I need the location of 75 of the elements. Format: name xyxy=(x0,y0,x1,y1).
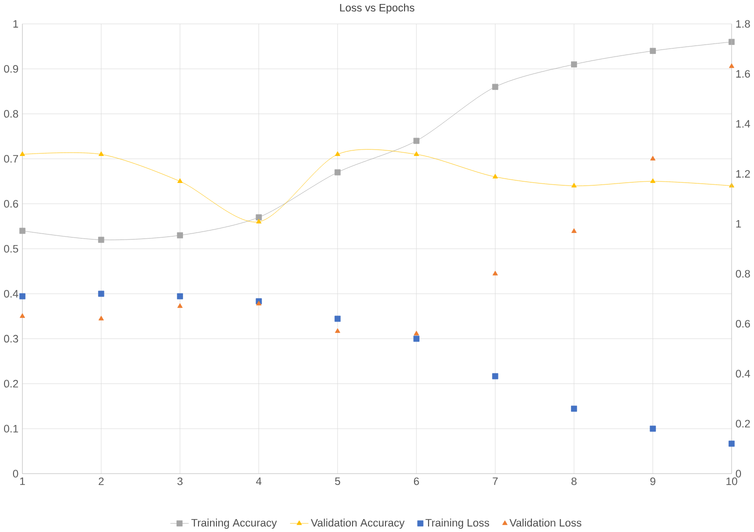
point xyxy=(650,178,656,183)
legend-label: Validation Accuracy xyxy=(310,518,405,529)
y2-tick-label: 1 xyxy=(736,220,741,228)
chart-title: Loss vs Epochs xyxy=(340,3,414,14)
y-tick-label: 0.8 xyxy=(4,110,18,118)
y2-tick-label: 0.4 xyxy=(736,370,750,378)
point xyxy=(256,218,262,224)
point xyxy=(571,182,577,188)
point xyxy=(492,84,498,90)
y2-tick-label: 1.2 xyxy=(736,170,750,178)
y-tick-label: 0.2 xyxy=(4,380,18,388)
point xyxy=(414,151,420,156)
point xyxy=(20,313,26,318)
point xyxy=(176,293,184,300)
point xyxy=(98,290,104,297)
y-tick-label: 0.3 xyxy=(4,334,18,342)
legend-label: Training Accuracy xyxy=(191,518,277,529)
point xyxy=(19,293,26,300)
point xyxy=(177,178,183,183)
point xyxy=(492,174,498,178)
point xyxy=(492,270,498,276)
x-tick-label: 7 xyxy=(492,477,498,485)
point xyxy=(728,182,734,188)
y2-tick-label: 1.4 xyxy=(736,120,750,128)
y-tick-label: 0 xyxy=(13,470,18,478)
y-tick-label: 1 xyxy=(13,20,18,28)
point xyxy=(256,300,262,306)
x-tick-label: 1 xyxy=(20,477,25,485)
point xyxy=(334,151,340,156)
y-tick-label: 0.1 xyxy=(4,424,18,432)
point xyxy=(334,316,341,322)
point xyxy=(414,330,420,336)
point xyxy=(334,169,341,176)
point xyxy=(650,425,656,432)
y2-tick-label: 0 xyxy=(736,470,742,478)
y-tick-label: 0.5 xyxy=(4,244,18,252)
y-tick-label: 0.4 xyxy=(4,290,18,298)
point xyxy=(176,232,184,238)
x-tick-label: 9 xyxy=(650,477,656,485)
point xyxy=(19,228,26,234)
point xyxy=(728,38,735,45)
y2-tick-label: 0.6 xyxy=(736,320,750,328)
x-tick-label: 3 xyxy=(177,477,183,485)
x-tick-label: 6 xyxy=(414,477,419,485)
y2-tick-label: 0.2 xyxy=(736,420,750,428)
point xyxy=(728,63,734,68)
point xyxy=(571,61,578,68)
y2-tick-label: 0.8 xyxy=(736,270,750,278)
point xyxy=(98,151,104,156)
y-tick-label: 0.6 xyxy=(4,200,18,208)
legend-label: Validation Loss xyxy=(510,518,582,526)
point xyxy=(256,214,262,220)
point xyxy=(334,328,340,333)
y2-tick-label: 1.6 xyxy=(736,70,750,78)
point xyxy=(20,151,26,156)
point xyxy=(571,405,578,412)
point xyxy=(413,138,420,144)
x-tick-label: 5 xyxy=(335,477,340,485)
point xyxy=(571,228,577,233)
x-tick-label: 4 xyxy=(256,477,262,485)
x-tick-label: 2 xyxy=(98,477,104,485)
point xyxy=(650,48,656,54)
y-tick-label: 0.9 xyxy=(4,64,18,72)
x-tick-label: 8 xyxy=(572,477,577,485)
point xyxy=(177,303,183,308)
point xyxy=(98,236,104,243)
legend-label: Training Loss xyxy=(426,518,490,529)
point xyxy=(413,336,420,342)
point xyxy=(492,373,498,380)
x-tick-label: 10 xyxy=(726,477,738,485)
point xyxy=(728,440,735,446)
y2-tick-label: 1.8 xyxy=(736,20,750,28)
y-tick-label: 0.7 xyxy=(4,154,18,162)
point xyxy=(98,316,104,320)
point xyxy=(650,156,656,160)
